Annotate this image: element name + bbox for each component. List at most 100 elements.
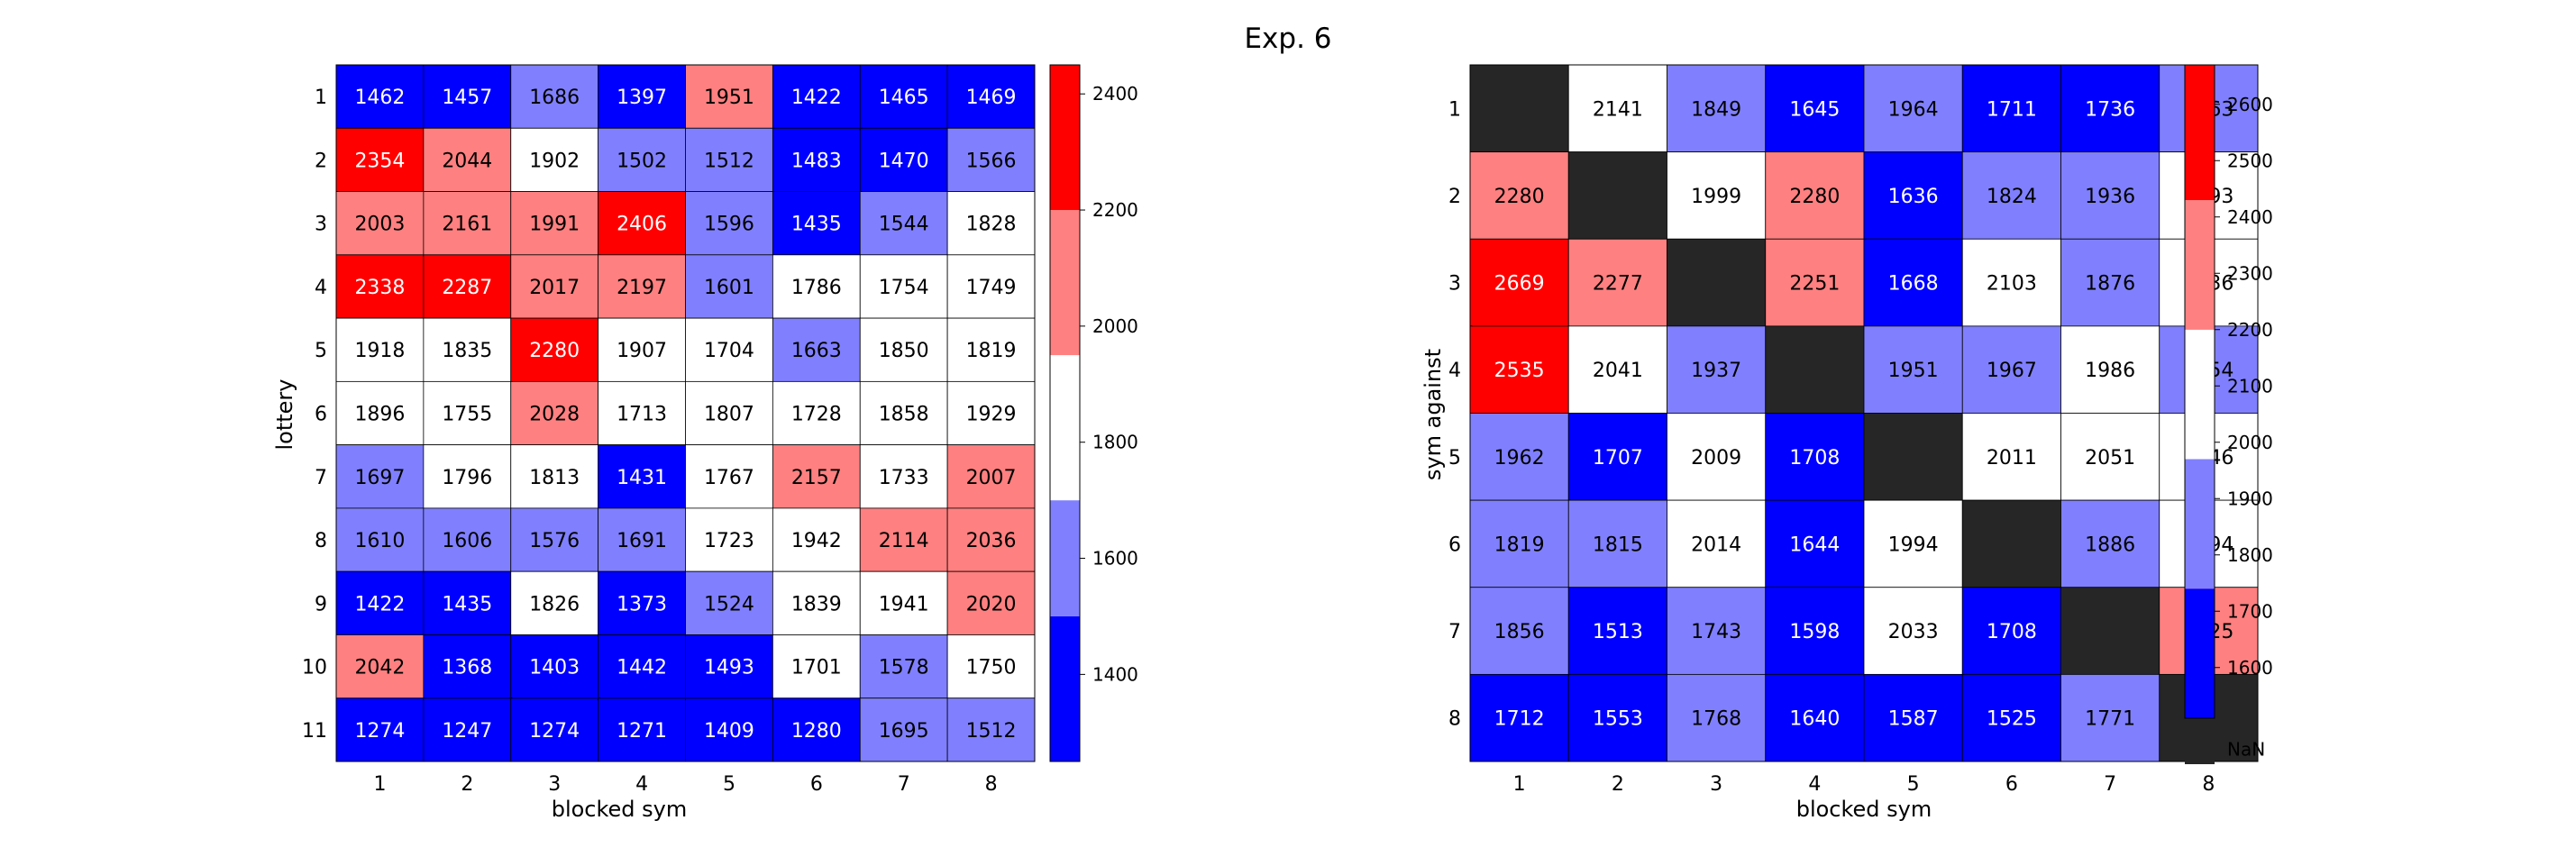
heatmap-cell bbox=[2060, 499, 2160, 588]
y-tick-label: 8 bbox=[1448, 708, 1461, 731]
x-tick-label: 1 bbox=[1513, 773, 1526, 796]
y-tick-label: 6 bbox=[1448, 533, 1461, 556]
heatmap-cell bbox=[1961, 151, 2061, 240]
x-tick-label: 3 bbox=[1710, 773, 1722, 796]
colorbar-band bbox=[1050, 615, 1080, 761]
y-tick-label: 3 bbox=[315, 214, 327, 236]
cell-value-label: 1610 bbox=[354, 530, 405, 552]
heatmap-cell bbox=[1567, 499, 1667, 588]
cell-value-label: 1368 bbox=[442, 657, 492, 679]
heatmap-cell bbox=[423, 191, 512, 256]
heatmap-cell bbox=[1567, 151, 1667, 240]
heatmap-cell bbox=[1961, 238, 2061, 327]
cell-value-label: 1858 bbox=[879, 404, 929, 426]
cell-value-label: 2036 bbox=[966, 530, 1017, 552]
heatmap-cell bbox=[859, 444, 948, 509]
heatmap-cell bbox=[946, 380, 1036, 446]
cell-value-label: 1663 bbox=[791, 340, 842, 362]
heatmap-cell bbox=[598, 64, 686, 129]
cell-value-label: 1994 bbox=[1888, 533, 1939, 556]
cell-value-label: 1736 bbox=[2085, 98, 2135, 121]
heatmap-cell bbox=[685, 507, 773, 572]
cell-value-label: 1409 bbox=[704, 720, 754, 743]
cell-value-label: 1819 bbox=[966, 340, 1017, 362]
heatmap-cell bbox=[335, 64, 425, 129]
heatmap-cell bbox=[772, 127, 861, 192]
cell-value-label: 1598 bbox=[1789, 621, 1840, 643]
cell-value-label: 1435 bbox=[442, 593, 492, 615]
heatmap-cell bbox=[772, 507, 861, 572]
heatmap-cell bbox=[772, 380, 861, 446]
y-tick-label: 11 bbox=[302, 720, 327, 743]
cell-value-label: 2280 bbox=[1789, 186, 1840, 208]
cell-value-label: 1403 bbox=[529, 657, 580, 679]
x-tick-label: 4 bbox=[635, 773, 648, 796]
heatmap-cell bbox=[2060, 238, 2160, 327]
cell-value-label: 2042 bbox=[354, 657, 405, 679]
heatmap-cell bbox=[423, 634, 512, 699]
x-tick-label: 6 bbox=[810, 773, 823, 796]
cell-value-label: 1771 bbox=[2085, 708, 2135, 731]
colorbar-band bbox=[1050, 355, 1080, 501]
heatmap-cell bbox=[1765, 499, 1865, 588]
cell-value-label: 2406 bbox=[617, 214, 667, 236]
heatmap-cell bbox=[1667, 325, 1767, 414]
cell-value-label: 1512 bbox=[704, 150, 754, 172]
heatmap-cell bbox=[685, 64, 773, 129]
cell-value-label: 1280 bbox=[791, 720, 842, 743]
cell-value-label: 1462 bbox=[354, 87, 405, 109]
heatmap-cell bbox=[335, 191, 425, 256]
colorbar-tick-label: 1800 bbox=[2227, 544, 2273, 566]
colorbar-band bbox=[1050, 500, 1080, 616]
heatmap-cell bbox=[685, 254, 773, 319]
cell-value-label: 2014 bbox=[1691, 533, 1741, 556]
x-tick-label: 2 bbox=[461, 773, 473, 796]
colorbar-tick-label: 2400 bbox=[2227, 206, 2273, 228]
heatmap-cell bbox=[2060, 325, 2160, 414]
colorbar-tick-label: 1400 bbox=[1092, 663, 1138, 685]
cell-value-label: 1686 bbox=[529, 87, 580, 109]
heatmap-cell bbox=[685, 697, 773, 762]
cell-value-label: 1513 bbox=[1593, 621, 1643, 643]
heatmap-cell bbox=[1667, 673, 1767, 762]
cell-value-label: 1967 bbox=[1987, 360, 2037, 382]
heatmap-cell bbox=[2060, 151, 2160, 240]
cell-value-label: 2009 bbox=[1691, 447, 1741, 470]
heatmap-cell bbox=[1667, 587, 1767, 675]
cell-value-label: 2033 bbox=[1888, 621, 1939, 643]
colorbar-tick-label: 2200 bbox=[1092, 199, 1138, 221]
heatmap-cell bbox=[598, 127, 686, 192]
cell-value-label: 1839 bbox=[791, 593, 842, 615]
heatmap-cell bbox=[1863, 413, 1963, 501]
colorbar-band bbox=[2185, 588, 2215, 718]
cell-value-label: 1796 bbox=[442, 467, 492, 489]
heatmap-cell bbox=[1667, 499, 1767, 588]
heatmap-cell bbox=[859, 127, 948, 192]
cell-value-label: 1849 bbox=[1691, 98, 1741, 121]
colorbar-tick-label: 2600 bbox=[2227, 94, 2273, 115]
heatmap-cell bbox=[946, 127, 1036, 192]
cell-value-label: 1711 bbox=[1987, 98, 2037, 121]
cell-value-label: 1422 bbox=[791, 87, 842, 109]
cell-value-label: 1754 bbox=[879, 277, 929, 299]
cell-value-label: 1807 bbox=[704, 404, 754, 426]
cell-value-label: 1815 bbox=[1593, 533, 1643, 556]
heatmap-cell bbox=[1863, 673, 1963, 762]
cell-value-label: 1755 bbox=[442, 404, 492, 426]
heatmap-cell bbox=[510, 570, 599, 635]
cell-value-label: 1728 bbox=[791, 404, 842, 426]
cell-value-label: 1749 bbox=[966, 277, 1017, 299]
heatmap-sym-against-x-label: blocked sym bbox=[1796, 797, 1932, 822]
cell-value-label: 1733 bbox=[879, 467, 929, 489]
cell-value-label: 1886 bbox=[2085, 533, 2135, 556]
heatmap-cell bbox=[685, 570, 773, 635]
x-tick-label: 5 bbox=[1907, 773, 1920, 796]
heatmap-cell bbox=[1863, 64, 1963, 153]
cell-value-label: 1576 bbox=[529, 530, 580, 552]
colorbar-band bbox=[2185, 459, 2215, 589]
x-tick-label: 7 bbox=[2104, 773, 2116, 796]
heatmap-lottery-y-ticks: 1 2 3 4 5 6 7 8 9 10 11 bbox=[302, 87, 327, 743]
cell-value-label: 1566 bbox=[966, 150, 1017, 172]
heatmap-cell bbox=[1961, 325, 2061, 414]
cell-value-label: 1442 bbox=[617, 657, 667, 679]
